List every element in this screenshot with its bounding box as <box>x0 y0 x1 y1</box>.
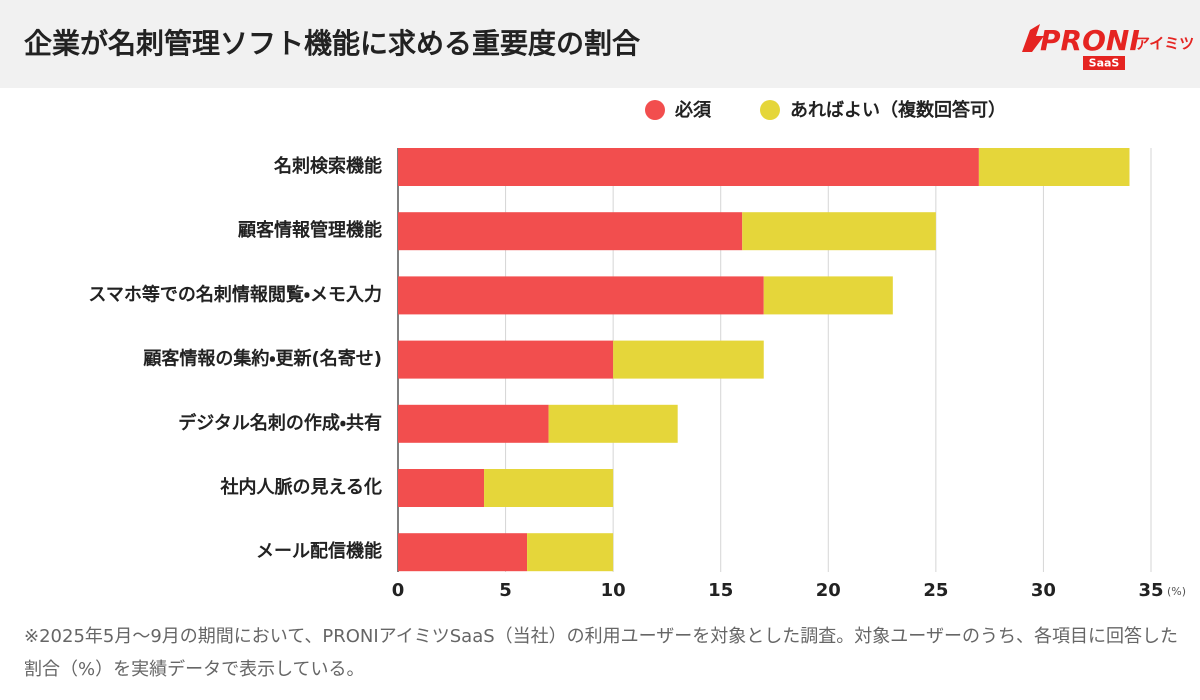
legend-label: あればよい（複数回答可） <box>790 99 1006 121</box>
x-tick-label: 20 <box>816 580 841 601</box>
y-tick-label: 顧客情報の集約・更新(名寄せ) <box>143 348 382 370</box>
logo: PRONI アイミツ SaaS <box>1022 24 1194 70</box>
y-tick-label: 社内人脈の見える化 <box>220 476 382 498</box>
x-tick-label: 0 <box>392 580 405 601</box>
bar-segment <box>398 533 528 572</box>
bar-segment <box>398 404 549 443</box>
legend-label: 必須 <box>674 99 712 121</box>
logo-brand: PRONI <box>1040 24 1140 57</box>
bar-segment <box>978 148 1130 186</box>
header-band <box>0 0 1200 88</box>
bar-segment <box>398 469 485 507</box>
x-axis-unit: (%) <box>1167 585 1186 598</box>
y-tick-label: 顧客情報管理機能 <box>238 219 382 241</box>
chart-title: 企業が名刺管理ソフト機能に求める重要度の割合 <box>24 27 641 60</box>
y-tick-label: 名刺検索機能 <box>273 155 382 177</box>
legend-marker <box>645 100 665 120</box>
bar-segment <box>742 212 936 251</box>
bar-segment <box>527 533 614 572</box>
x-tick-label: 5 <box>499 580 512 601</box>
x-tick-label: 15 <box>708 580 733 601</box>
y-tick-label: デジタル名刺の作成・共有 <box>178 412 382 434</box>
x-tick-label: 30 <box>1031 580 1056 601</box>
footnote: ※2025年5月〜9月の期間において、PRONIアイミツSaaS（当社）の利用ユ… <box>24 626 1178 680</box>
bar-segment <box>398 340 614 379</box>
logo-badge-bg <box>1083 56 1125 70</box>
bar-segment <box>763 276 893 315</box>
bar-segment <box>398 276 764 315</box>
x-tick-label: 35 <box>1138 580 1163 601</box>
x-tick-label: 10 <box>601 580 626 601</box>
x-tick-label: 25 <box>923 580 948 601</box>
y-tick-label: スマホ等での名刺情報閲覧・メモ入力 <box>88 283 382 305</box>
bar-segment <box>398 212 743 251</box>
logo-badge: SaaS <box>1089 57 1120 70</box>
legend-marker <box>760 100 780 120</box>
bar-segment <box>484 469 614 507</box>
bar-segment <box>613 340 764 379</box>
bar-segment <box>548 404 678 443</box>
bar-segment <box>398 148 979 186</box>
y-tick-label: メール配信機能 <box>256 540 382 562</box>
logo-icon <box>1022 24 1044 52</box>
logo-sub: アイミツ <box>1135 35 1194 53</box>
